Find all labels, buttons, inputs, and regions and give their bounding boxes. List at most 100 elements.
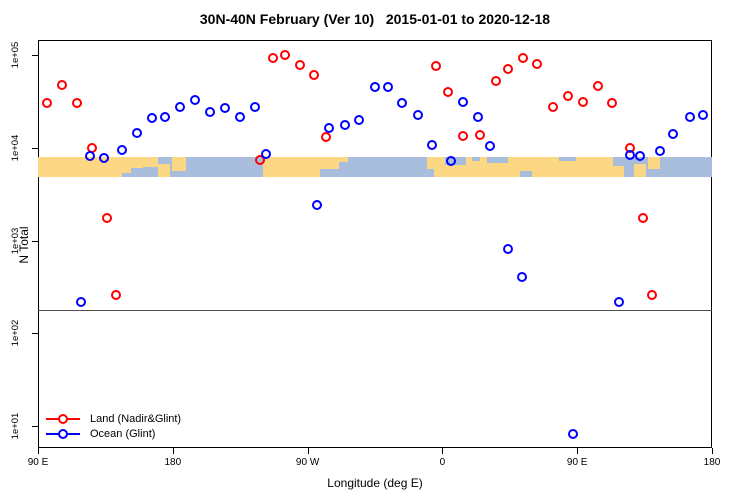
- map-land-patch: [319, 156, 340, 170]
- scatter-point-ocean: [654, 145, 665, 156]
- scatter-point-ocean: [698, 109, 708, 120]
- x-tick-label: 0: [439, 457, 446, 468]
- y-tick: [32, 333, 38, 335]
- legend-label: Land (Nadir&Glint): [90, 412, 182, 425]
- legend: Land (Nadir&Glint) Ocean (Glint): [46, 411, 181, 441]
- scatter-point-land: [491, 75, 502, 86]
- map-ocean-notch: [520, 171, 533, 178]
- scatter-point-land: [548, 101, 559, 112]
- y-tick-label: 1e+04: [10, 134, 21, 162]
- scatter-point-ocean: [485, 140, 496, 151]
- scatter-point-ocean: [396, 97, 407, 108]
- map-ocean-notch: [130, 168, 143, 178]
- scatter-point-land: [638, 212, 649, 223]
- y-tick-label: 1e+05: [10, 41, 21, 69]
- legend-ring-icon: [58, 428, 68, 439]
- map-land-patch: [634, 163, 647, 178]
- scatter-point-ocean: [684, 111, 695, 122]
- legend-symbol: [46, 428, 80, 439]
- scatter-point-land: [443, 86, 454, 97]
- scatter-point-land: [606, 97, 617, 108]
- map-land-patch: [172, 156, 187, 172]
- scatter-point-land: [503, 64, 514, 75]
- y-tick-label: 1e+02: [10, 319, 21, 347]
- scatter-point-ocean: [635, 150, 646, 161]
- map-ocean-notch: [472, 156, 480, 161]
- scatter-point-land: [563, 90, 574, 101]
- map-ocean-notch: [121, 173, 131, 178]
- y-tick: [32, 55, 38, 56]
- scatter-point-ocean: [426, 139, 437, 150]
- scatter-point-land: [474, 129, 485, 140]
- scatter-point-ocean: [220, 102, 231, 113]
- scatter-point-ocean: [250, 101, 261, 112]
- scatter-point-land: [431, 61, 442, 72]
- map-ocean-notch: [427, 169, 435, 178]
- scatter-point-ocean: [516, 272, 527, 283]
- scatter-point-land: [518, 52, 529, 63]
- scatter-point-ocean: [311, 199, 322, 210]
- x-tick-label: 90 E: [566, 457, 588, 468]
- y-tick: [32, 147, 38, 149]
- map-land-patch: [38, 156, 143, 178]
- legend-symbol: [46, 413, 80, 424]
- x-tick: [38, 448, 39, 454]
- scatter-point-ocean: [160, 111, 171, 122]
- legend-item: Land (Nadir&Glint): [46, 411, 181, 426]
- scatter-point-land: [41, 97, 52, 108]
- scatter-point-ocean: [76, 297, 87, 308]
- scatter-point-ocean: [190, 94, 201, 105]
- scatter-point-ocean: [624, 149, 635, 160]
- scatter-point-land: [458, 130, 469, 141]
- scatter-point-ocean: [235, 111, 246, 122]
- scatter-point-land: [308, 69, 319, 80]
- scatter-point-ocean: [146, 112, 157, 123]
- scatter-point-ocean: [458, 96, 469, 107]
- scatter-point-ocean: [116, 144, 127, 155]
- map-ocean-notch: [559, 156, 576, 162]
- map-land-patch: [157, 163, 170, 178]
- x-tick: [442, 448, 444, 454]
- x-tick-label: 90 E: [27, 457, 49, 468]
- scatter-point-ocean: [85, 150, 96, 161]
- legend-item: Ocean (Glint): [46, 426, 181, 441]
- scatter-point-land: [101, 213, 112, 224]
- scatter-point-ocean: [446, 155, 457, 166]
- map-land-patch: [613, 165, 624, 178]
- scatter-point-land: [280, 50, 291, 60]
- y-tick: [32, 426, 38, 427]
- scatter-point-ocean: [567, 428, 578, 439]
- scatter-point-ocean: [413, 109, 424, 120]
- scatter-point-ocean: [98, 152, 109, 163]
- x-tick-label: 90 W: [295, 457, 320, 468]
- plot-area: [38, 40, 712, 448]
- scatter-point-ocean: [473, 111, 484, 122]
- map-land-patch: [142, 156, 158, 168]
- y-tick-label: 1e+03: [10, 227, 21, 254]
- scatter-point-ocean: [370, 81, 380, 92]
- reference-line: [38, 309, 712, 311]
- map-land-patch: [262, 156, 320, 178]
- scatter-point-land: [110, 290, 121, 301]
- x-tick: [307, 448, 309, 454]
- y-tick: [32, 240, 38, 242]
- scatter-point-ocean: [260, 148, 271, 159]
- scatter-point-ocean: [614, 297, 625, 308]
- legend-label: Ocean (Glint): [90, 427, 156, 440]
- scatter-point-ocean: [131, 127, 142, 138]
- x-tick: [712, 448, 713, 454]
- map-land-patch: [339, 156, 349, 162]
- scatter-point-ocean: [323, 122, 334, 133]
- scatter-point-ocean: [668, 128, 679, 139]
- scatter-point-ocean: [353, 114, 364, 125]
- scatter-point-land: [647, 290, 658, 301]
- map-land-patch: [647, 156, 660, 170]
- map-land-patch: [427, 156, 614, 178]
- scatter-point-land: [268, 52, 279, 63]
- scatter-point-land: [593, 80, 604, 91]
- scatter-point-ocean: [175, 101, 186, 112]
- x-axis-title: Longitude (deg E): [327, 476, 423, 490]
- scatter-point-land: [295, 60, 306, 70]
- chart-title: 30N-40N February (Ver 10) 2015-01-01 to …: [199, 11, 551, 27]
